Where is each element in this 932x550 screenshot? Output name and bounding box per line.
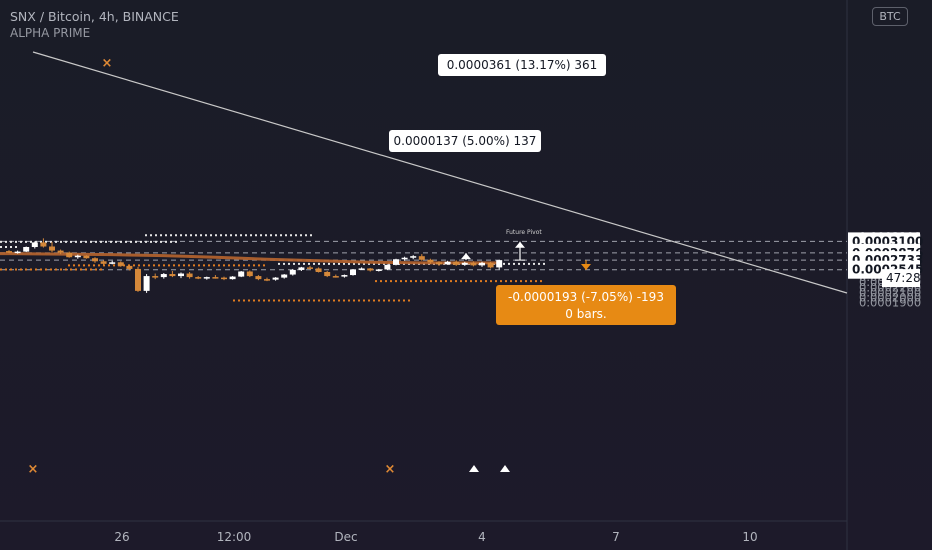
- price-labels: 0.00031000.00028760.00027330.000254547:2…: [848, 232, 923, 288]
- sell-signal-marker: ×: [102, 56, 113, 71]
- time-axis[interactable]: 26 12:00 Dec 4 7 10: [114, 530, 757, 544]
- candle-body: [444, 261, 451, 265]
- currency-badge[interactable]: BTC: [872, 7, 908, 26]
- candle-body: [212, 277, 219, 279]
- indicator-name: ALPHA PRIME: [10, 26, 91, 40]
- countdown-box: [882, 269, 920, 288]
- time-tick-label: Dec: [334, 530, 357, 544]
- measure-label-box: [496, 285, 676, 325]
- measure-label-text: 0.0000137 (5.00%) 137: [394, 134, 537, 148]
- measure-label-text: 0.0000361 (13.17%) 361: [447, 58, 598, 72]
- candle-body: [238, 271, 245, 277]
- dashed-level-lines: [0, 240, 847, 271]
- candle-body: [203, 277, 210, 279]
- measure-tools[interactable]: 0.0000361 (13.17%) 361 0.0000137 (5.00%) …: [389, 54, 676, 325]
- candle-body: [160, 274, 167, 278]
- future-pivot-label: Future Pivot: [506, 229, 542, 236]
- candle-body: [195, 277, 202, 279]
- symbol-title: SNX / Bitcoin, 4h, BINANCE: [10, 9, 179, 24]
- candle-body: [436, 262, 442, 265]
- candle-body: [341, 275, 348, 277]
- descending-trendline: [32, 51, 848, 294]
- measure-label-box: [389, 130, 541, 152]
- time-tick-label: 10: [742, 530, 757, 544]
- candle-body: [66, 252, 73, 258]
- candle-body: [470, 262, 477, 266]
- candles: [6, 238, 503, 293]
- time-tick-label: 12:00: [217, 530, 252, 544]
- candle-body: [186, 273, 193, 278]
- measure-arrowhead: [515, 241, 525, 248]
- candle-body: [289, 269, 296, 275]
- candle-body: [324, 272, 331, 277]
- candle-body: [57, 250, 64, 253]
- measure-arrowhead: [461, 253, 471, 260]
- candle-body: [169, 274, 176, 277]
- bar-countdown-text: 47:28: [886, 271, 921, 285]
- candle-body: [49, 246, 55, 251]
- candle-body: [479, 262, 485, 266]
- candle-body: [221, 277, 227, 280]
- candle-body: [496, 260, 503, 268]
- sell-signal-marker: ×: [385, 462, 396, 477]
- candle-body: [126, 265, 133, 269]
- candle-body: [23, 247, 30, 252]
- measure-label-text: -0.0000193 (-7.05%) -193: [508, 290, 664, 304]
- measure-bars-text: 0 bars.: [565, 307, 606, 321]
- candle-body: [83, 255, 90, 259]
- candle-body: [298, 267, 305, 270]
- candle-body: [281, 274, 288, 278]
- candle-body: [100, 261, 107, 264]
- measure-label-box: [438, 54, 606, 76]
- sell-signal-marker: ×: [28, 462, 39, 477]
- candle-body: [14, 251, 21, 254]
- candle-body: [367, 268, 374, 271]
- candle-body: [264, 279, 270, 281]
- buy-signal-marker: [500, 465, 510, 472]
- candle-body: [384, 264, 391, 270]
- candle-body: [117, 262, 124, 266]
- time-tick-label: 4: [478, 530, 486, 544]
- candle-body: [350, 269, 356, 276]
- measure-arrowhead: [581, 263, 591, 270]
- candle-body: [453, 261, 460, 265]
- price-tick-label: 0.0002100: [859, 285, 921, 299]
- candle-body: [401, 257, 408, 260]
- candle-body: [40, 242, 47, 247]
- time-tick-label: 7: [612, 530, 620, 544]
- candle-body: [135, 268, 141, 291]
- candle-body: [143, 276, 150, 291]
- candle-body: [358, 268, 365, 270]
- candle-body: [393, 259, 399, 265]
- candle-body: [229, 276, 236, 280]
- time-tick-label: 26: [114, 530, 129, 544]
- signal-markers: × × ×: [28, 56, 510, 477]
- candle-body: [332, 276, 339, 278]
- candle-body: [246, 271, 253, 277]
- price-tick-label: 0.0002000: [859, 291, 921, 305]
- candle-body: [461, 262, 468, 265]
- candle-body: [31, 242, 38, 248]
- candle-body: [315, 268, 322, 272]
- candle-body: [6, 251, 12, 253]
- candle-body: [418, 256, 425, 260]
- price-tick-label: 0.0001900: [859, 296, 921, 310]
- candle-body: [410, 256, 417, 258]
- candle-body: [255, 276, 262, 280]
- buy-signal-marker: [469, 465, 479, 472]
- candle-body: [109, 262, 116, 264]
- candle-body: [92, 258, 98, 262]
- candle-body: [307, 267, 313, 269]
- candle-body: [487, 262, 494, 268]
- candle-body: [152, 276, 159, 278]
- candle-body: [272, 277, 279, 280]
- chart-header: SNX / Bitcoin, 4h, BINANCE ALPHA PRIME: [10, 8, 179, 42]
- candle-body: [375, 269, 382, 271]
- trendline: [32, 51, 848, 294]
- candle-body: [74, 255, 81, 258]
- candle-body: [178, 273, 184, 277]
- candle-body: [427, 259, 434, 263]
